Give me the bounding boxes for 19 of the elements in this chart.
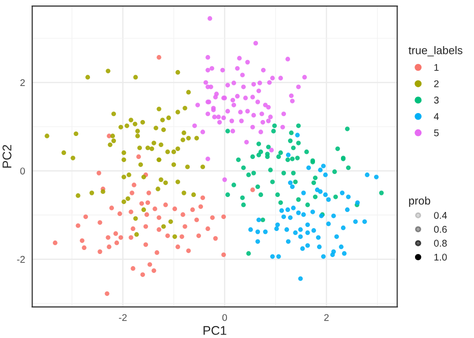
- legend-label: 1: [434, 64, 439, 71]
- legend-label: 4: [434, 113, 439, 120]
- legend-label: 2: [434, 80, 439, 88]
- y-tick-label: 0: [20, 168, 25, 174]
- legend-label: 5: [434, 129, 439, 136]
- text: 1.0: [434, 254, 447, 261]
- text: prob: [409, 196, 430, 207]
- y-axis-title: PC2: [2, 144, 12, 168]
- x-tick-label: 0: [222, 314, 227, 321]
- text: 0.6: [434, 226, 447, 233]
- legend-label: 3: [434, 96, 439, 104]
- y-tick-label: 2: [20, 79, 25, 86]
- y-tick-label: -2: [17, 256, 25, 263]
- legend-title: true_labels: [408, 46, 462, 56]
- text: 0.4: [434, 212, 447, 219]
- x-tick-label: -2: [118, 314, 127, 321]
- x-tick-label: 2: [324, 314, 329, 321]
- text: 0.8: [434, 240, 447, 247]
- x-axis-title: PC1: [204, 326, 226, 335]
